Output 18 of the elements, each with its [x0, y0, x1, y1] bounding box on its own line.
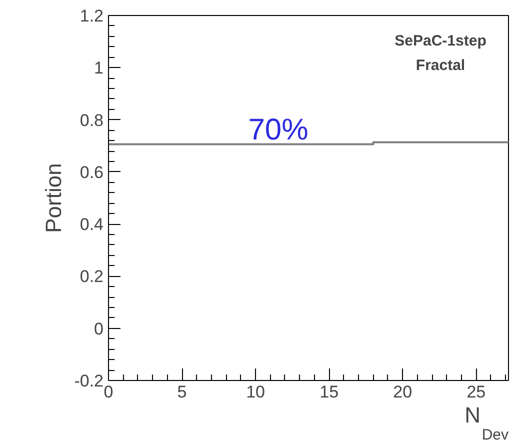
y-tick-label: 0.4 [80, 215, 104, 234]
y-tick-label: 0.8 [80, 110, 104, 130]
x-axis-title: NDev [464, 402, 509, 440]
annotation: Fractal [416, 57, 466, 74]
annotation: SePaC-1step [394, 32, 486, 50]
y-axis-title: Portion [41, 163, 66, 233]
y-tick-label: 0 [94, 319, 104, 338]
x-tick-label: 5 [177, 382, 187, 402]
y-tick-label: 0.2 [80, 267, 104, 286]
x-tick-label: 15 [320, 382, 339, 402]
y-tick-label: 1 [94, 58, 104, 78]
x-tick-label: 25 [466, 382, 486, 402]
annotation: 70% [248, 113, 308, 146]
x-tick-label: 20 [393, 382, 412, 402]
y-tick-label: 1.2 [80, 6, 104, 26]
y-tick-label: -0.2 [74, 372, 104, 390]
x-tick-label: 10 [246, 382, 266, 402]
y-tick-label: 0.6 [80, 162, 104, 182]
